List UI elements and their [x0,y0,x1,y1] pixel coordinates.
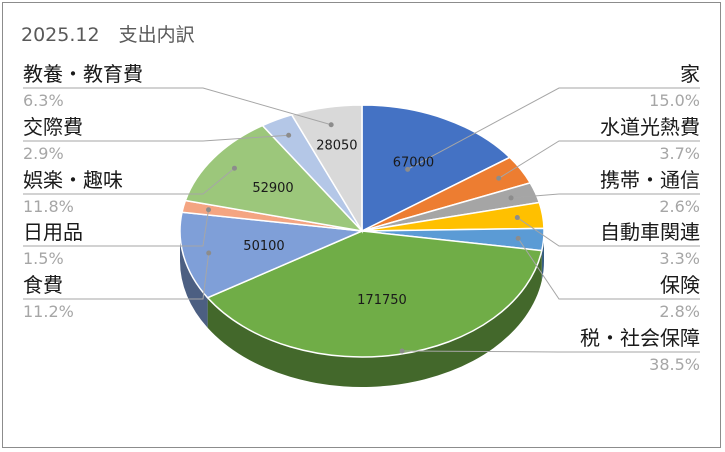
pie-chart: 2025.12 支出内訳 67000171750501005290028050 … [21,24,700,388]
leader-anchor-dot [206,250,212,256]
chart-area: 2025.12 支出内訳 67000 171750 50100 52900 28050 … [2,2,721,448]
leader-line [517,238,700,300]
slice-percent-label: 6.3% [23,91,64,110]
slice-percent-label: 38.5% [649,355,700,374]
leader-line [23,209,210,247]
leader-anchor-dot [496,175,502,181]
slice-value-label: 67000 [393,155,434,170]
leader-anchor-dot [286,132,292,138]
slice-category-label: 交際費 [23,115,83,139]
leader-line [23,252,210,300]
pie-slice [361,104,511,233]
leader-line [401,350,700,353]
slice-percent-label: 3.3% [659,249,700,268]
slice-value-label: 171750 [357,293,407,308]
leader-anchor-dot [508,195,514,201]
leader-line [498,140,700,179]
leader-line [407,87,700,170]
leader-anchor-dot [399,348,405,354]
slice-percent-label: 2.6% [659,197,700,216]
slice-percent-label: 11.2% [23,302,74,321]
pie-slice [206,230,543,358]
leader-line [23,167,235,195]
slice-category-label: 自動車関連 [600,220,700,244]
slice-value-label: 28050 [316,139,357,154]
pie-slice [290,104,363,234]
slice-percent-label: 11.8% [23,197,74,216]
chart-title: 2025.12 支出内訳 [21,24,195,46]
slice-value-label: 50100 [243,239,284,254]
leader-line [23,87,332,126]
leader-line [511,193,700,199]
pie-slice-side [207,250,542,388]
slice-percent-label: 1.5% [23,249,64,268]
slice-percent-label: 2.9% [23,144,64,163]
leader-anchor-dot [328,122,334,128]
slice-value-label: 52900 [252,181,293,196]
slice-category-label: 税・社会保障 [580,326,700,350]
slice-category-label: 食費 [23,273,63,297]
leader-line [23,134,289,142]
leader-anchor-dot [231,165,237,171]
slice-percent-label: 3.7% [659,144,700,163]
leader-anchor-dot [515,235,521,241]
pie-slice [184,124,365,233]
slice-category-label: 日用品 [23,220,83,244]
slice-category-label: 家 [680,62,700,86]
leader-anchor-dot [206,207,212,213]
slice-percent-label: 2.8% [659,302,700,321]
leader-line [517,217,700,247]
slice-category-label: 保険 [660,273,700,297]
leader-anchor-dot [514,215,520,221]
slice-percent-label: 15.0% [649,91,700,110]
slice-category-label: 携帯・通信 [600,168,700,192]
leader-anchor-dot [405,166,411,172]
slice-category-label: 教養・教育費 [23,62,143,86]
slice-category-label: 娯楽・趣味 [23,168,123,192]
slice-category-label: 水道光熱費 [600,115,700,139]
